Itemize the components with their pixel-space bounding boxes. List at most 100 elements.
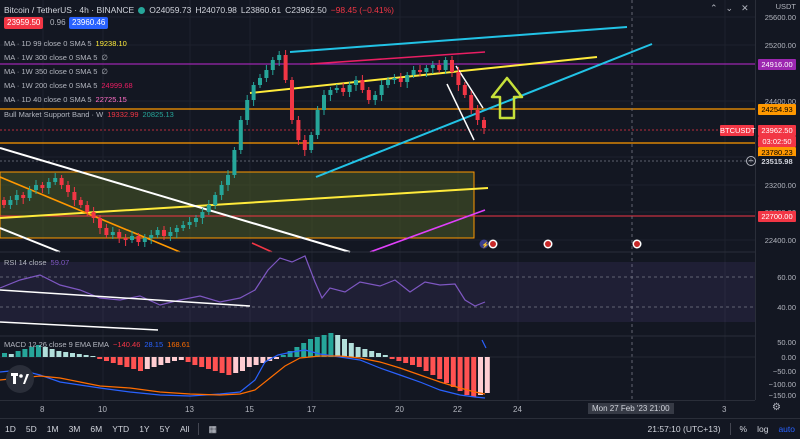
macd-bar — [274, 357, 279, 359]
rsi-value: 59.07 — [50, 258, 70, 267]
x-tick: 15 — [245, 405, 254, 414]
macd-histogram — [2, 333, 490, 397]
auto-toggle[interactable]: auto — [778, 424, 795, 434]
label-24254: 24254.93 — [758, 104, 796, 115]
chevron-down-icon[interactable]: ⌄ — [725, 3, 734, 13]
range-1m[interactable]: 1M — [46, 424, 59, 434]
macd-bar — [104, 357, 109, 361]
date-range-icon[interactable]: ▦ — [208, 423, 217, 434]
crosshair-time-label: Mon 27 Feb '23 21:00 — [588, 403, 674, 414]
macd-label: MACD 12 26 close 9 EMA EMA — [4, 340, 110, 349]
macd-value-2: 28.15 — [144, 340, 164, 349]
high-value: H24070.98 — [195, 5, 237, 15]
range-1y[interactable]: 1Y — [139, 424, 150, 434]
log-toggle[interactable]: log — [757, 424, 769, 434]
macd-value-1: −140.46 — [113, 340, 141, 349]
macd-bar — [437, 357, 443, 379]
macd-bar — [83, 355, 89, 357]
indicator-legend-ma40[interactable]: MA · 1D 40 close 0 SMA 5 22725.15 — [4, 95, 127, 104]
macd-bar — [478, 357, 483, 395]
indicator-label: MA · 1W 200 close 0 SMA 5 — [4, 81, 98, 90]
tradingview-logo[interactable] — [6, 365, 34, 393]
range-all[interactable]: All — [180, 424, 190, 434]
price-chart[interactable]: ⚡ — [0, 0, 755, 400]
time-axis[interactable]: 8 10 13 15 17 20 22 24 Mon 27 Feb '23 21… — [0, 400, 755, 418]
rsi-legend[interactable]: RSI 14 close 59.07 — [4, 258, 69, 267]
change-value: −98.45 (−0.41%) — [330, 5, 395, 15]
macd-bar — [56, 351, 62, 357]
label-23515: 23515.98 — [758, 156, 796, 167]
candle — [104, 228, 109, 235]
candle — [40, 185, 45, 188]
macd-line — [0, 349, 486, 399]
percent-toggle[interactable]: % — [739, 424, 748, 434]
candle — [168, 232, 173, 236]
candle — [53, 178, 58, 182]
chevron-up-icon[interactable]: ⌃ — [710, 3, 718, 13]
macd-bar — [124, 357, 130, 367]
candle — [315, 110, 320, 135]
candle — [341, 88, 346, 92]
scale-settings-group: ⌃ ⌄ ✕ — [710, 3, 749, 14]
add-alert-icon[interactable]: + — [746, 156, 756, 166]
symbol-title[interactable]: Bitcoin / TetherUS · 4h · BINANCE — [4, 5, 135, 15]
rsi-tick: 40.00 — [777, 303, 796, 312]
macd-bar — [464, 357, 470, 395]
candle — [290, 80, 294, 120]
support-zone — [0, 171, 475, 239]
range-5d[interactable]: 5D — [25, 424, 37, 434]
macd-bar — [158, 357, 164, 365]
candle — [149, 235, 154, 238]
candle — [251, 85, 256, 100]
chart-header: Bitcoin / TetherUS · 4h · BINANCE O24059… — [4, 3, 394, 17]
macd-bar — [389, 357, 395, 359]
low-value: L23860.61 — [240, 5, 282, 15]
indicator-legend-ma99[interactable]: MA · 1D 99 close 0 SMA 5 19238.10 — [4, 39, 127, 48]
macd-tick: 0.00 — [781, 353, 796, 362]
candle — [142, 238, 147, 242]
candle — [238, 120, 243, 150]
sell-button[interactable]: 23959.50 — [4, 17, 44, 29]
candle — [206, 205, 211, 212]
macd-bar — [410, 357, 415, 365]
close-icon[interactable]: ✕ — [741, 3, 749, 13]
rsi-label: RSI 14 close — [4, 258, 47, 267]
candle — [456, 72, 461, 85]
macd-bar — [450, 357, 456, 387]
range-3m[interactable]: 3M — [68, 424, 81, 434]
indicator-legend-ma350[interactable]: MA · 1W 350 close 0 SMA 5 ∅ — [4, 67, 108, 76]
macd-bar — [355, 347, 361, 357]
macd-bar — [90, 356, 96, 357]
spread-value: 0.96 — [50, 18, 66, 27]
scale-tick: 25600.00 — [764, 13, 796, 22]
settings-gear-icon[interactable]: ⚙ — [772, 402, 781, 413]
indicator-label: Bull Market Support Band · W — [4, 110, 104, 119]
macd-bar — [199, 357, 205, 367]
indicator-legend-ma300[interactable]: MA · 1W 300 close 0 SMA 5 ∅ — [4, 53, 108, 62]
indicator-legend-bmsb[interactable]: Bull Market Support Band · W 19332.99 20… — [4, 110, 174, 119]
macd-bar — [131, 357, 137, 369]
buy-button[interactable]: 23960.46 — [69, 17, 109, 29]
candle — [450, 60, 454, 72]
candle — [258, 78, 262, 85]
candle — [386, 80, 390, 85]
range-1d[interactable]: 1D — [5, 424, 16, 434]
macd-bar — [444, 357, 449, 383]
macd-legend[interactable]: MACD 12 26 close 9 EMA EMA −140.46 28.15… — [4, 340, 190, 349]
macd-tick: −100.00 — [768, 380, 796, 389]
candle — [66, 185, 70, 192]
range-5y[interactable]: 5Y — [159, 424, 170, 434]
indicator-legend-ma200[interactable]: MA · 1W 200 close 0 SMA 5 24999.68 — [4, 81, 133, 90]
rsi-band — [0, 262, 755, 322]
candle — [72, 192, 77, 200]
candle — [91, 212, 96, 218]
range-6m[interactable]: 6M — [90, 424, 103, 434]
macd-bar — [110, 357, 116, 363]
candle — [46, 182, 51, 188]
scale-tick: 24400.00 — [764, 97, 796, 106]
scale-unit[interactable]: USDT — [775, 2, 796, 11]
candle — [232, 150, 237, 175]
clock-time[interactable]: 21:57:10 (UTC+13) — [647, 424, 721, 434]
range-ytd[interactable]: YTD — [112, 424, 130, 434]
candle — [181, 225, 186, 228]
